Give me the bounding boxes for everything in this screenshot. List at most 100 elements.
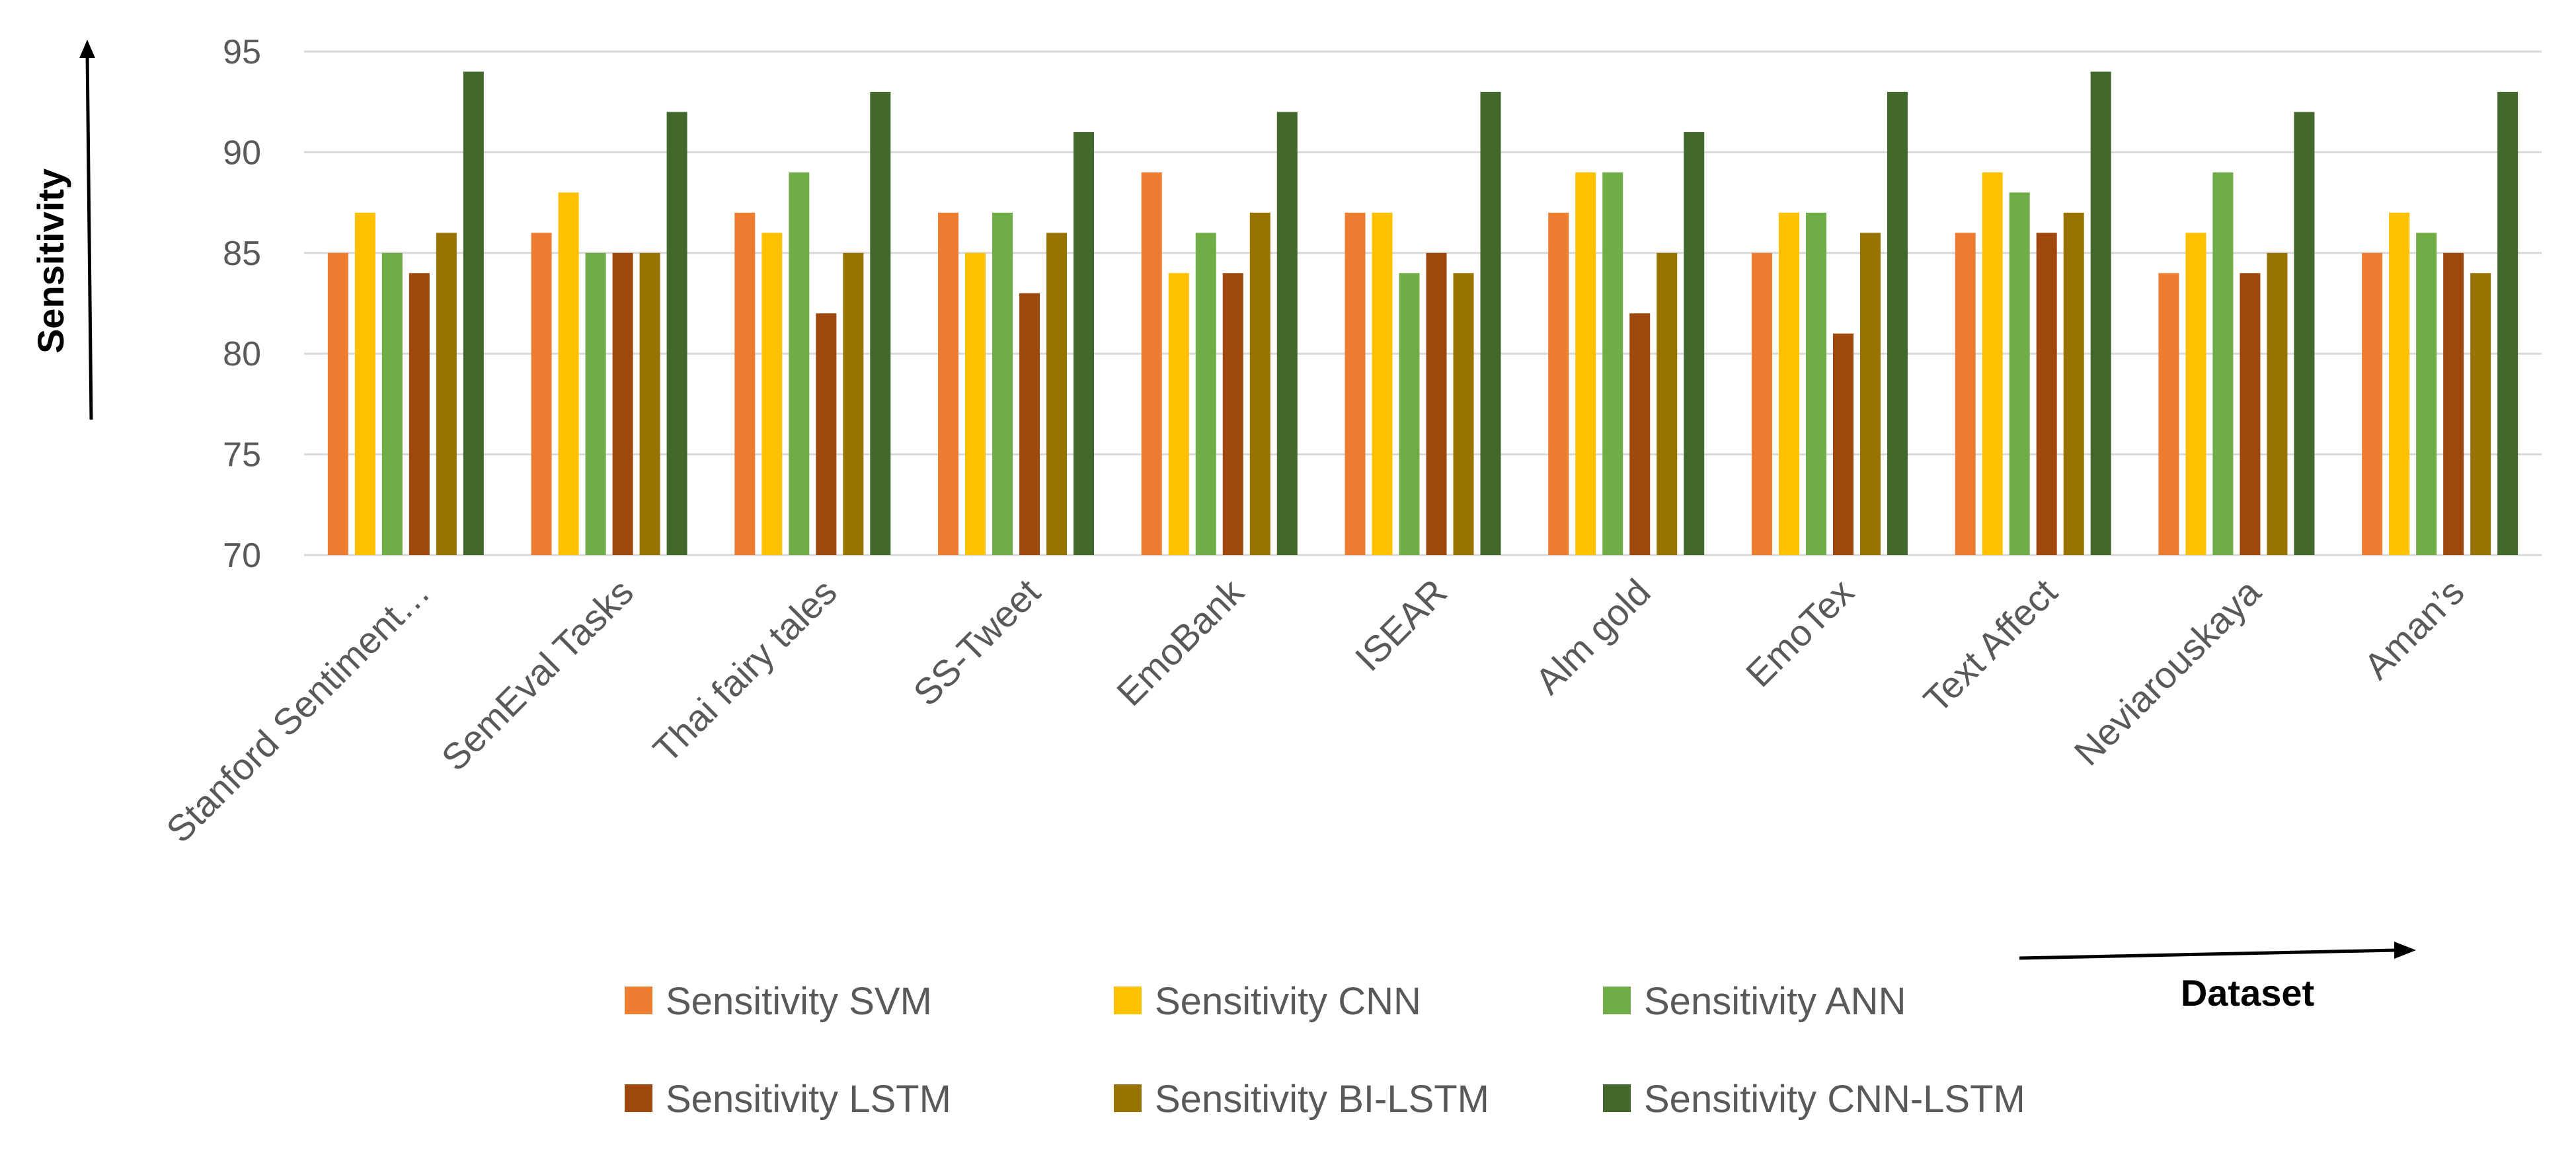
bar-sensitivity-ann-9 — [2212, 172, 2234, 555]
bar-sensitivity-lstm-2 — [816, 313, 837, 555]
bar-sensitivity-svm-3 — [938, 212, 959, 556]
bar-sensitivity-bi-lstm-0 — [436, 233, 457, 555]
y-tick-label: 85 — [223, 235, 261, 273]
x-category-label: SemEval Tasks — [434, 571, 642, 779]
bar-sensitivity-lstm-10 — [2443, 252, 2464, 555]
bar-sensitivity-lstm-0 — [409, 273, 430, 555]
bar-sensitivity-lstm-1 — [612, 252, 633, 555]
bar-sensitivity-bi-lstm-9 — [2267, 252, 2288, 555]
bar-sensitivity-ann-3 — [992, 212, 1013, 556]
legend-label: Sensitivity BI-LSTM — [1155, 1078, 1489, 1121]
x-category-label: Aman’s — [2356, 571, 2472, 687]
bar-sensitivity-ann-4 — [1195, 233, 1216, 555]
bar-sensitivity-cnn-lstm-9 — [2294, 112, 2315, 555]
y-tick-label: 80 — [223, 335, 261, 373]
x-axis-category-labels: Stanford Sentiment…SemEval Tasks Thai fai… — [158, 570, 2472, 850]
bar-sensitivity-cnn-3 — [965, 252, 986, 555]
y-tick-label: 90 — [223, 133, 261, 172]
bar-sensitivity-ann-8 — [2009, 192, 2030, 555]
bar-sensitivity-cnn-7 — [1778, 212, 1799, 556]
bar-sensitivity-cnn-10 — [2389, 212, 2410, 556]
y-tick-label: 75 — [223, 436, 261, 474]
bar-sensitivity-cnn-lstm-2 — [870, 91, 891, 555]
bar-sensitivity-lstm-8 — [2036, 233, 2057, 555]
x-category-label: Neviarouskaya — [2066, 570, 2269, 773]
bar-sensitivity-svm-5 — [1345, 212, 1366, 556]
bar-sensitivity-lstm-4 — [1222, 273, 1243, 555]
bar-sensitivity-ann-5 — [1399, 273, 1420, 555]
bar-sensitivity-bi-lstm-10 — [2470, 273, 2491, 555]
bar-sensitivity-cnn-lstm-3 — [1073, 131, 1095, 556]
x-category-label: ISEAR — [1347, 571, 1455, 679]
bar-sensitivity-bi-lstm-2 — [843, 252, 864, 555]
bar-sensitivity-cnn-lstm-8 — [2090, 71, 2111, 556]
x-category-label: Alm gold — [1527, 571, 1659, 702]
y-tick-label: 70 — [223, 537, 261, 575]
bar-sensitivity-cnn-lstm-5 — [1480, 91, 1501, 555]
bar-sensitivity-ann-6 — [1602, 172, 1623, 555]
bar-sensitivity-svm-10 — [2362, 252, 2383, 555]
bar-sensitivity-svm-9 — [2158, 273, 2179, 555]
bar-sensitivity-svm-0 — [327, 252, 348, 555]
bar-sensitivity-cnn-lstm-6 — [1684, 131, 1705, 556]
bar-sensitivity-ann-2 — [789, 172, 810, 555]
legend: Sensitivity SVM Sensitivity CNN Sensitivit… — [625, 980, 2025, 1121]
bar-sensitivity-cnn-8 — [1982, 172, 2003, 555]
legend-label: Sensitivity ANN — [1644, 980, 1906, 1023]
y-tick-label: 95 — [223, 33, 261, 71]
bar-sensitivity-cnn-2 — [761, 233, 783, 555]
x-category-label: Stanford Sentiment… — [158, 571, 438, 850]
bar-sensitivity-cnn-9 — [2185, 233, 2206, 555]
bar-sensitivity-svm-8 — [1955, 233, 1976, 555]
legend-label: Sensitivity CNN-LSTM — [1644, 1078, 2025, 1121]
bar-sensitivity-cnn-lstm-7 — [1887, 91, 1908, 555]
bar-sensitivity-cnn-lstm-1 — [666, 112, 687, 555]
bar-sensitivity-cnn-lstm-10 — [2497, 91, 2518, 555]
legend-swatch — [1114, 1084, 1142, 1112]
bar-sensitivity-bi-lstm-1 — [639, 252, 660, 555]
y-axis-title: Sensitivity — [30, 168, 71, 354]
bar-sensitivity-bi-lstm-3 — [1046, 233, 1068, 555]
bar-sensitivity-lstm-9 — [2240, 273, 2261, 555]
legend-label: Sensitivity CNN — [1155, 980, 1421, 1023]
x-axis-arrowhead — [2394, 942, 2416, 959]
legend-swatch — [625, 987, 652, 1014]
legend-swatch — [1603, 987, 1631, 1014]
legend-label: Sensitivity SVM — [666, 980, 932, 1023]
legend-swatch — [625, 1084, 652, 1112]
bar-sensitivity-cnn-lstm-4 — [1276, 112, 1298, 555]
bar-sensitivity-bi-lstm-4 — [1249, 212, 1270, 556]
y-axis-arrowhead — [79, 40, 95, 58]
bars — [327, 71, 2518, 556]
legend-swatch — [1114, 987, 1142, 1014]
bar-sensitivity-ann-7 — [1805, 212, 1826, 556]
bar-sensitivity-ann-10 — [2416, 233, 2437, 555]
legend-swatch — [1603, 1084, 1631, 1112]
bar-sensitivity-ann-1 — [585, 252, 606, 555]
bar-sensitivity-svm-6 — [1548, 212, 1569, 556]
y-axis-arrow — [85, 52, 93, 420]
y-axis-ticks: 70 75 80 85 90 95 — [223, 33, 261, 575]
bar-sensitivity-bi-lstm-5 — [1453, 273, 1474, 555]
x-category-label: EmoBank — [1109, 570, 1252, 714]
x-axis-title: Dataset — [2181, 972, 2314, 1014]
x-category-label: EmoTex — [1738, 571, 1862, 695]
bar-sensitivity-bi-lstm-6 — [1657, 252, 1678, 555]
bar-sensitivity-lstm-3 — [1019, 293, 1040, 555]
bar-sensitivity-svm-7 — [1751, 252, 1772, 555]
bar-sensitivity-bi-lstm-7 — [1859, 233, 1881, 555]
bar-sensitivity-bi-lstm-8 — [2063, 212, 2084, 556]
x-category-label: Text Affect — [1916, 571, 2066, 721]
x-category-label: Thai fairy tales — [645, 571, 845, 770]
bar-sensitivity-cnn-0 — [354, 212, 375, 556]
legend-label: Sensitivity LSTM — [666, 1078, 951, 1121]
x-axis-arrow — [2019, 948, 2397, 960]
bar-sensitivity-svm-1 — [531, 233, 552, 555]
x-category-label: SS-Tweet — [905, 571, 1048, 714]
bar-sensitivity-lstm-5 — [1426, 252, 1447, 555]
bar-sensitivity-cnn-5 — [1372, 212, 1393, 556]
bar-sensitivity-cnn-1 — [558, 192, 579, 555]
bar-sensitivity-cnn-lstm-0 — [463, 71, 484, 556]
bar-sensitivity-svm-2 — [734, 212, 756, 556]
